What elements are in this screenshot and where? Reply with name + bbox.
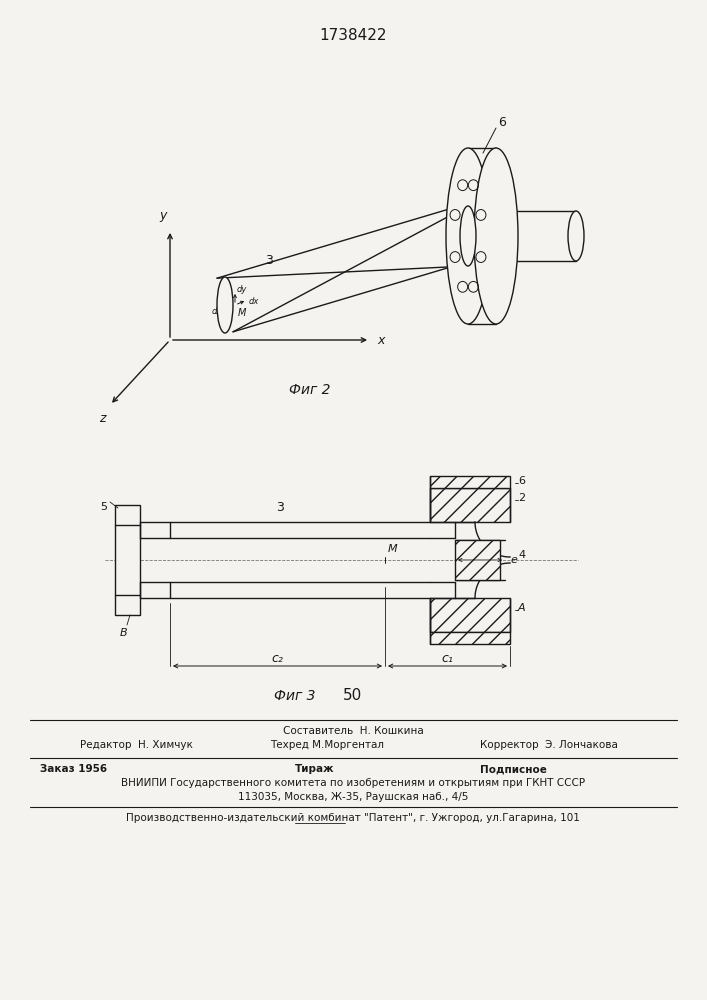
Bar	[430, 488, 510, 522]
Text: 3: 3	[276, 501, 284, 514]
Text: z: z	[99, 412, 105, 425]
Text: Фиг 3: Фиг 3	[274, 689, 316, 703]
Ellipse shape	[217, 277, 233, 333]
Text: Производственно-издательский комбинат "Патент", г. Ужгород, ул.Гагарина, 101: Производственно-издательский комбинат "П…	[126, 813, 580, 823]
Text: Редактор  Н. Химчук: Редактор Н. Химчук	[80, 740, 193, 750]
Text: Составитель  Н. Кошкина: Составитель Н. Кошкина	[283, 726, 423, 736]
Text: 3: 3	[265, 253, 273, 266]
Text: e: e	[510, 555, 517, 565]
Bar	[430, 632, 510, 644]
Text: Корректор  Э. Лончакова: Корректор Э. Лончакова	[480, 740, 618, 750]
Text: 2: 2	[518, 493, 525, 503]
Text: 1738422: 1738422	[320, 28, 387, 43]
Bar	[430, 598, 510, 632]
Text: Техред М.Моргентал: Техред М.Моргентал	[270, 740, 384, 750]
Text: 6: 6	[518, 476, 525, 486]
Text: dz: dz	[211, 306, 221, 316]
Text: 50: 50	[344, 688, 363, 703]
Text: M: M	[388, 544, 397, 554]
Text: Тираж: Тираж	[295, 764, 334, 774]
Bar	[115, 505, 140, 615]
Ellipse shape	[474, 148, 518, 324]
Text: Фиг 2: Фиг 2	[289, 383, 331, 397]
Text: 4: 4	[518, 550, 525, 560]
Text: dy: dy	[237, 284, 247, 294]
Text: y: y	[159, 209, 167, 222]
Text: c₂: c₂	[271, 652, 284, 666]
Text: Заказ 1956: Заказ 1956	[40, 764, 107, 774]
Text: x: x	[377, 334, 385, 347]
Text: A: A	[518, 603, 525, 613]
Text: 5: 5	[100, 502, 107, 512]
Text: Подписное: Подписное	[480, 764, 547, 774]
Ellipse shape	[568, 211, 584, 261]
Ellipse shape	[460, 206, 476, 266]
Text: 6: 6	[498, 116, 506, 129]
Bar	[455, 540, 500, 580]
Bar	[430, 476, 510, 488]
Text: dx: dx	[249, 296, 259, 306]
Text: B: B	[120, 628, 128, 638]
Text: 113035, Москва, Ж-35, Раушская наб., 4/5: 113035, Москва, Ж-35, Раушская наб., 4/5	[238, 792, 468, 802]
Text: M: M	[238, 308, 246, 318]
Text: ВНИИПИ Государственного комитета по изобретениям и открытиям при ГКНТ СССР: ВНИИПИ Государственного комитета по изоб…	[121, 778, 585, 788]
Ellipse shape	[446, 148, 490, 324]
Text: c₁: c₁	[442, 652, 453, 666]
